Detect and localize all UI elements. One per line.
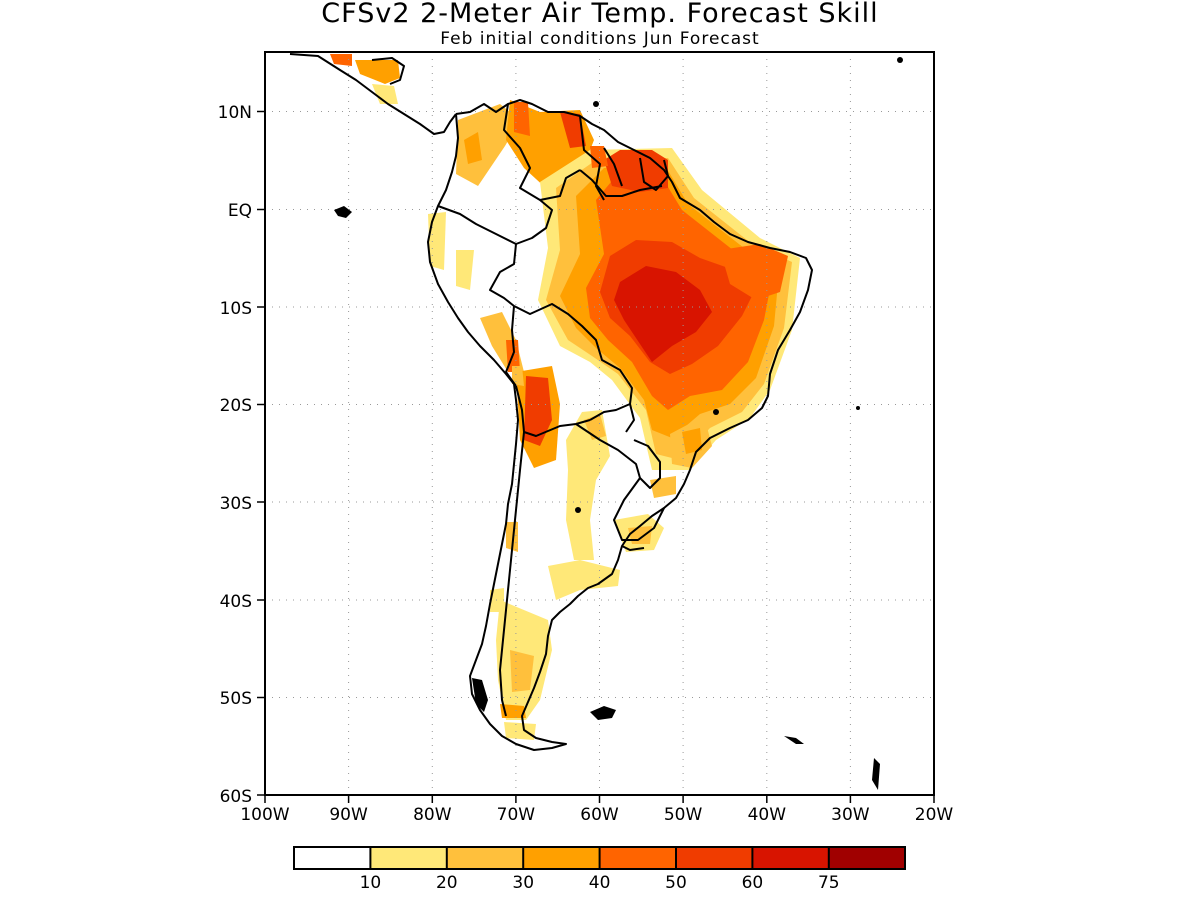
- map-subtitle: Feb initial conditions Jun Forecast: [440, 29, 760, 49]
- lat-label: 10S: [220, 299, 252, 319]
- coastline-south-america: [427, 99, 813, 751]
- skill-patch-bolivia-2: [524, 376, 552, 446]
- legend-label: 10: [360, 873, 382, 893]
- legend-bin-60-75: [752, 847, 829, 869]
- border-colombia-venezuela: [503, 103, 581, 201]
- color-legend: 10 20 30 40 50 60 75: [293, 846, 906, 893]
- lon-label: 20W: [915, 805, 954, 825]
- lon-label: 60W: [580, 805, 619, 825]
- map-title: CFSv2 2-Meter Air Temp. Forecast Skill: [321, 0, 879, 29]
- coastline-caribbean-mexico: [371, 57, 405, 85]
- coastline-uruguay-estuary: [621, 545, 645, 551]
- legend-bin-below-10: [294, 847, 371, 869]
- skill-patch-patagonia-2: [510, 650, 534, 692]
- skill-patch-ecuador-2: [456, 250, 474, 290]
- lon-label: 70W: [497, 805, 536, 825]
- skill-patch-bolivia-3: [512, 366, 524, 386]
- legend-label: 60: [742, 873, 764, 893]
- border-chile-argentina: [499, 431, 525, 717]
- lon-label: 80W: [413, 805, 452, 825]
- border-venezuela-guyana: [579, 115, 605, 201]
- gridlines: [265, 52, 934, 795]
- lon-label: 90W: [329, 805, 368, 825]
- reservoir: [713, 409, 719, 415]
- border-suriname-guiana: [639, 157, 669, 191]
- border-guyana-suriname: [603, 147, 623, 187]
- lat-label: EQ: [228, 201, 252, 221]
- legend-label: 75: [818, 873, 840, 893]
- border-brazil-north: [579, 169, 663, 197]
- lat-label: 50S: [220, 689, 252, 709]
- coastline-central-america: [289, 53, 457, 135]
- skill-band-60: [614, 266, 712, 362]
- sandwich-islands: [872, 758, 880, 790]
- legend-bin-50-60: [676, 847, 753, 869]
- tick-marks: [257, 110, 935, 803]
- lon-label: 30W: [831, 805, 870, 825]
- skill-patch-ne-brazil: [720, 244, 788, 300]
- lat-label: 40S: [220, 592, 252, 612]
- latitude-labels: 10N EQ 10S 20S 30S 40S 50S 60S: [218, 103, 252, 807]
- trindade-island: [856, 406, 860, 410]
- lat-label: 60S: [220, 787, 252, 807]
- skill-patch-central-america: [330, 54, 352, 66]
- skill-patch-se-brazil-3: [650, 476, 676, 498]
- skill-patch-central-america-3: [372, 84, 398, 104]
- border-peru-bolivia-brazil: [513, 303, 633, 405]
- skill-patch-se-brazil-2: [682, 428, 702, 454]
- lat-label: 10N: [218, 103, 252, 123]
- lon-label: 40W: [748, 805, 787, 825]
- legend-label: 40: [589, 873, 611, 893]
- border-peru-brazil: [515, 199, 553, 245]
- coastlines: [289, 53, 813, 751]
- south-georgia-island: [784, 736, 804, 744]
- legend-bin-30-40: [523, 847, 600, 869]
- caribbean-island: [593, 101, 599, 107]
- lon-label: 100W: [240, 805, 289, 825]
- inland-lake: [575, 507, 581, 513]
- falkland-islands: [590, 706, 616, 720]
- lat-label: 20S: [220, 396, 252, 416]
- legend-label: 50: [665, 873, 687, 893]
- atlantic-island: [897, 57, 903, 63]
- chilean-archipelago: [472, 678, 488, 712]
- legend-bin-10-20: [370, 847, 447, 869]
- border-argentina-brazil-uruguay: [613, 477, 665, 541]
- skill-patch-colombia-coast-2: [464, 132, 482, 164]
- border-bolivia-paraguay: [589, 403, 635, 433]
- skill-patch-venezuela-2: [514, 102, 530, 136]
- legend-bin-above-75: [828, 847, 905, 869]
- legend-bin-20-30: [446, 847, 524, 869]
- legend-label: 20: [436, 873, 458, 893]
- skill-patch-venezuela-3: [560, 112, 586, 148]
- border-colombia-ecuador-peru: [437, 205, 517, 307]
- skill-patch-uruguay-2: [628, 526, 652, 544]
- skill-patch-argentina: [566, 410, 610, 560]
- legend-bin-40-50: [599, 847, 676, 869]
- longitude-labels: 100W 90W 80W 70W 60W 50W 40W 30W 20W: [240, 805, 953, 825]
- lon-label: 50W: [664, 805, 703, 825]
- skill-patch-central-america-2: [355, 60, 400, 84]
- skill-patch-pampas: [548, 560, 620, 600]
- islands: [334, 57, 903, 790]
- skill-patch-tierra-del-fuego-2: [504, 722, 536, 740]
- lat-label: 30S: [220, 494, 252, 514]
- border-peru-bolivia: [505, 305, 517, 387]
- galapagos-islands: [334, 206, 352, 218]
- legend-label: 30: [512, 873, 534, 893]
- border-paraguay-argentina-brazil: [575, 423, 661, 489]
- skill-field: [330, 54, 800, 740]
